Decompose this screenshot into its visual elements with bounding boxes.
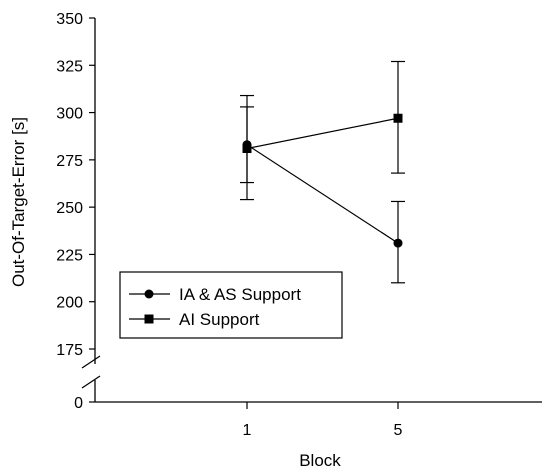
legend-box bbox=[119, 271, 343, 339]
axis-break-mark bbox=[81, 355, 101, 369]
y-tick-label: 350 bbox=[56, 11, 83, 28]
y-tick-label: 200 bbox=[56, 295, 83, 312]
y-tick-label: 225 bbox=[56, 247, 83, 264]
legend-label: AI Support bbox=[179, 310, 260, 329]
legend-item: IA & AS Support bbox=[129, 285, 301, 304]
legend-item: AI Support bbox=[129, 310, 260, 329]
x-tick-label: 5 bbox=[394, 422, 403, 439]
legend: IA & AS Support AI Support bbox=[119, 271, 343, 339]
y-tick-label: 250 bbox=[56, 200, 83, 217]
y-tick-label: 0 bbox=[74, 395, 83, 412]
data-point bbox=[393, 238, 403, 248]
series-ai-support bbox=[240, 60, 405, 201]
legend-circle-marker bbox=[144, 289, 154, 299]
data-point bbox=[393, 113, 403, 123]
data-point bbox=[242, 144, 252, 154]
legend-label: IA & AS Support bbox=[179, 285, 301, 304]
y-tick-label: 275 bbox=[56, 153, 83, 170]
y-axis-ticks: 0 175 200 225 250 275 300 325 350 bbox=[56, 11, 95, 412]
y-axis-label: Out-Of-Target-Error [s] bbox=[9, 117, 28, 287]
x-axis-label: Block bbox=[299, 451, 341, 470]
axis-break-mark bbox=[81, 375, 101, 389]
y-tick-label: 300 bbox=[56, 106, 83, 123]
axes bbox=[81, 18, 542, 403]
legend-square-marker bbox=[144, 314, 154, 324]
series-line bbox=[246, 117, 399, 150]
series-layer bbox=[240, 60, 405, 284]
x-tick-label: 1 bbox=[243, 422, 252, 439]
y-tick-label: 325 bbox=[56, 58, 83, 75]
y-tick-label: 175 bbox=[56, 342, 83, 359]
series-line bbox=[246, 144, 399, 244]
